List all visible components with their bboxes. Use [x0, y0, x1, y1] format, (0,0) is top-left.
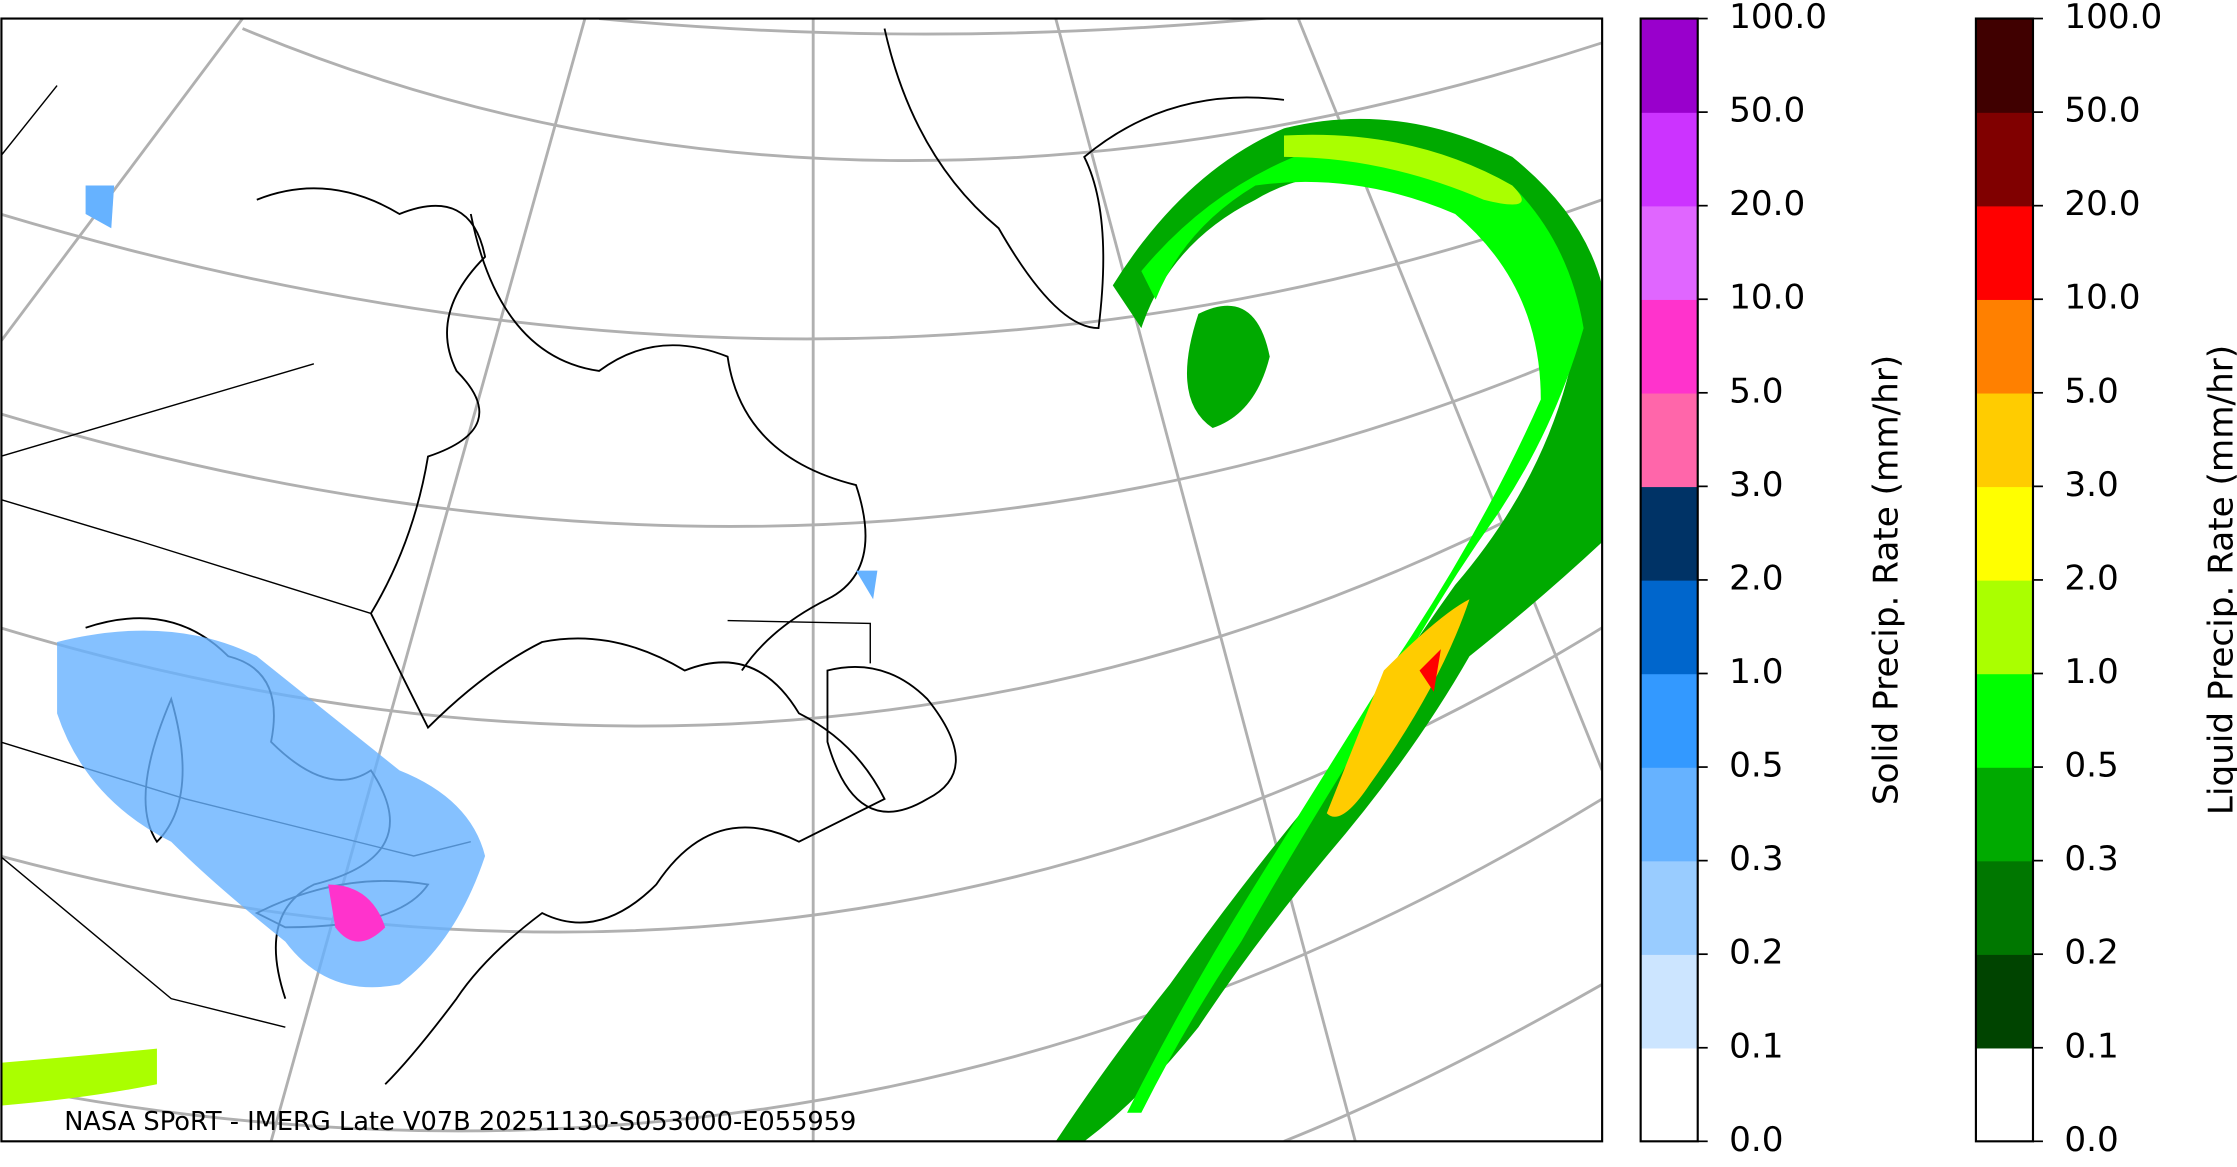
color-bin — [1640, 486, 1698, 581]
color-bin — [1640, 205, 1698, 300]
color-bin — [1640, 954, 1698, 1049]
color-bin — [1975, 299, 2033, 394]
tick-label: 100.0 — [1729, 0, 1827, 37]
tick-label: 5.0 — [1729, 371, 1783, 411]
tick-label: 0.5 — [2064, 746, 2118, 786]
color-bin — [1975, 673, 2033, 768]
color-bin — [1640, 579, 1698, 675]
tick-label: 3.0 — [2064, 465, 2118, 505]
tick-label: 0.1 — [1729, 1026, 1783, 1066]
caption: NASA SPoRT - IMERG Late V07B 20251130-S0… — [64, 1107, 856, 1137]
tick-label: 0.1 — [2064, 1026, 2118, 1066]
coastlines — [85, 28, 1285, 1085]
tick-label: 3.0 — [1729, 465, 1783, 505]
color-bin — [1640, 18, 1698, 113]
color-bin — [1975, 1047, 2033, 1143]
color-bin — [1640, 392, 1698, 488]
tick-label: 0.2 — [2064, 933, 2118, 973]
tick-label: 50.0 — [2064, 91, 2140, 131]
tick-label: 100.0 — [2064, 0, 2162, 37]
tick-label: 20.0 — [2064, 184, 2140, 224]
tick-label: 0.0 — [1729, 1120, 1783, 1160]
colorbars: 0.0 0.1 0.2 0.3 0.5 1.0 2.0 3.0 5.0 10.0 20.0 50.0 1… — [1639, 0, 2237, 1160]
map-frame — [0, 17, 1604, 1143]
tick-label: 2.0 — [2064, 558, 2118, 598]
color-bin — [1975, 486, 2033, 581]
tick-label: 0.2 — [1729, 933, 1783, 973]
tick-label: 2.0 — [1729, 558, 1783, 598]
tick-label: 0.3 — [2064, 839, 2118, 879]
map — [1, 18, 1603, 1142]
color-bin — [1640, 299, 1698, 394]
color-bin — [1640, 112, 1698, 207]
color-bin — [1640, 767, 1698, 862]
tick-label: 50.0 — [1729, 91, 1805, 131]
color-bin — [1975, 112, 2033, 207]
color-bin — [1975, 860, 2033, 955]
color-bin — [1640, 673, 1698, 768]
color-bin — [1975, 392, 2033, 488]
tick-label: 20.0 — [1729, 184, 1805, 224]
color-bin — [1975, 954, 2033, 1049]
tick-label: 1.0 — [2064, 652, 2118, 692]
color-bin — [1975, 767, 2033, 862]
precip-liquid — [1, 118, 1603, 1142]
color-bin — [1640, 1047, 1698, 1143]
colorbar-label: Solid Precip. Rate (mm/hr) — [1866, 355, 1906, 805]
tick-label: 0.3 — [1729, 839, 1783, 879]
tick-label: 5.0 — [2064, 371, 2118, 411]
color-bin — [1640, 860, 1698, 955]
colorbar-label: Liquid Precip. Rate (mm/hr) — [2202, 345, 2237, 815]
tick-label: 10.0 — [1729, 278, 1805, 318]
tick-label: 10.0 — [2064, 278, 2140, 318]
color-bin — [1975, 579, 2033, 675]
color-bin — [1975, 18, 2033, 113]
precip-solid — [57, 185, 878, 988]
tick-label: 1.0 — [1729, 652, 1783, 692]
tick-label: 0.0 — [2064, 1120, 2118, 1160]
tick-label: 0.5 — [1729, 746, 1783, 786]
color-bin — [1975, 205, 2033, 300]
